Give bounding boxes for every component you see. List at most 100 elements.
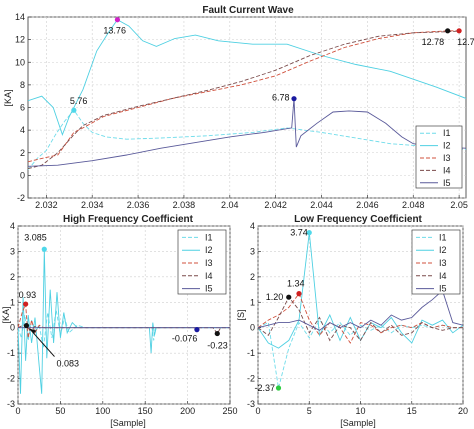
series-line-i3 — [28, 30, 460, 163]
annotation-marker — [41, 246, 47, 252]
x-tick-label: 2.034 — [81, 200, 104, 210]
legend: I1 I2 I3 I4 I5 — [415, 125, 463, 189]
y-tick-label: -3 — [247, 399, 255, 409]
x-tick-label: 100 — [95, 406, 110, 416]
annotation-label: -0.23 — [207, 341, 228, 351]
annotation-label: -2.37 — [255, 383, 276, 393]
y-tick-label: -2 — [17, 193, 25, 203]
annotation-marker — [445, 28, 451, 34]
annotation-marker — [291, 96, 297, 102]
x-tick-label: 2.048 — [402, 200, 425, 210]
annotation-marker — [456, 28, 462, 34]
panel-fault-current-wave: Fault Current Wave [KA] 2.032 2.034 2.036 2… — [3, 5, 474, 210]
legend-entry-i2: I2 — [439, 245, 447, 255]
y-tick-label: 1 — [10, 297, 15, 307]
series-line-i2 — [18, 249, 230, 394]
y-tick-label: 0 — [20, 170, 25, 180]
panel-high-frequency: High Frequency Coefficient [KA] [Sample]… — [1, 214, 238, 428]
series-line-i4 — [258, 296, 463, 342]
x-axis-label-high-frequency: [Sample] — [110, 418, 146, 428]
panel-low-frequency: Low Frequency Coefficient [S] [Sample] 0… — [236, 214, 468, 428]
plot-area-fault-current: 2.032 2.034 2.036 2.038 2.04 2.042 2.044 2.046 2… — [15, 12, 474, 210]
y-tick-label: 2 — [250, 272, 255, 282]
legend-entry-i3: I3 — [443, 153, 451, 163]
y-axis-label-low-frequency: [S] — [236, 309, 246, 320]
annotation-label: 0.083 — [56, 359, 79, 369]
y-axis-label-high-frequency: [KA] — [1, 306, 11, 323]
chart-title-high-frequency: High Frequency Coefficient — [63, 214, 194, 225]
x-tick-label: 10 — [355, 406, 365, 416]
legend-entry-i5: I5 — [439, 284, 447, 294]
y-axis-label-fault-current: [KA] — [3, 89, 13, 106]
series-line-i1 — [28, 109, 466, 170]
annotation-marker — [23, 301, 29, 307]
y-tick-label: -2 — [7, 374, 15, 384]
annotation-marker — [214, 330, 220, 337]
annotation-label: 5.76 — [70, 96, 88, 106]
series-line-i3 — [18, 303, 230, 338]
annotation-label: 3.085 — [24, 232, 47, 242]
x-tick-label: 2.04 — [221, 200, 239, 210]
y-tick-label: -1 — [247, 348, 255, 358]
y-tick-label: 3 — [250, 246, 255, 256]
x-tick-label: 2.042 — [264, 200, 287, 210]
legend-box — [177, 229, 227, 295]
legend-entry-i1: I1 — [205, 232, 213, 242]
legend-entry-i4: I4 — [443, 165, 451, 175]
chart-title-low-frequency: Low Frequency Coefficient — [294, 214, 422, 225]
x-tick-label: 250 — [222, 406, 237, 416]
legend-entry-i2: I2 — [205, 245, 213, 255]
legend-entry-i1: I1 — [443, 128, 451, 138]
x-axis-label-low-frequency: [Sample] — [340, 418, 376, 428]
legend-entry-i5: I5 — [205, 284, 213, 294]
x-tick-label: 2.044 — [310, 200, 333, 210]
annotation-label: 12.78 — [457, 37, 474, 47]
y-tick-label: -1 — [7, 348, 15, 358]
y-tick-label: 3 — [10, 246, 15, 256]
annotation-label: 13.76 — [103, 26, 126, 36]
y-tick-label: 10 — [15, 57, 25, 67]
y-tick-label: 4 — [20, 125, 25, 135]
legend-entry-i4: I4 — [205, 271, 213, 281]
legend-box — [415, 125, 463, 189]
x-tick-label: 5 — [307, 406, 312, 416]
annotation-arrowhead — [29, 328, 37, 334]
annotation-marker — [23, 323, 30, 329]
x-tick-label: 2.036 — [127, 200, 150, 210]
annotation-label: 0.93 — [19, 290, 37, 300]
y-tick-label: 14 — [15, 12, 25, 22]
x-tick-label: 150 — [138, 406, 153, 416]
x-tick-label: 200 — [180, 406, 195, 416]
legend-entry-i2: I2 — [443, 141, 451, 151]
x-tick-label: 2.05 — [450, 200, 468, 210]
y-tick-label: 0 — [10, 323, 15, 333]
y-tick-label: 6 — [20, 103, 25, 113]
y-tick-label: -3 — [7, 399, 15, 409]
legend-entry-i3: I3 — [205, 258, 213, 268]
annotation-marker — [114, 17, 121, 23]
annotation-marker — [275, 385, 282, 391]
x-tick-label: 0 — [15, 406, 20, 416]
series-group — [28, 19, 466, 170]
plot-area-high-frequency: 0 50 100 150 200 250 -3 -2 -1 0 1 2 3 4 3.085 0.93 0.083… — [7, 221, 238, 416]
series-line-i5 — [258, 289, 463, 331]
x-tick-label: 0 — [255, 406, 260, 416]
series-line-i5 — [28, 98, 466, 167]
legend: I1 I2 I3 I4 I5 — [411, 229, 461, 295]
legend: I1 I2 I3 I4 I5 — [177, 229, 227, 295]
annotation-marker — [194, 327, 200, 333]
y-tick-label: 4 — [250, 221, 255, 231]
chart-title-fault-current: Fault Current Wave — [202, 5, 294, 16]
annotation-label: 1.20 — [266, 292, 284, 302]
series-line-i4 — [28, 30, 460, 170]
x-tick-label: 2.032 — [35, 200, 58, 210]
legend-box — [411, 229, 461, 295]
y-tick-label: 1 — [250, 297, 255, 307]
annotation-label: 12.78 — [422, 37, 445, 47]
y-tick-label: -2 — [247, 374, 255, 384]
series-line-i1 — [258, 319, 463, 389]
y-tick-label: 0 — [250, 323, 255, 333]
x-tick-label: 2.046 — [356, 200, 379, 210]
annotation-label: 3.74 — [290, 228, 308, 238]
